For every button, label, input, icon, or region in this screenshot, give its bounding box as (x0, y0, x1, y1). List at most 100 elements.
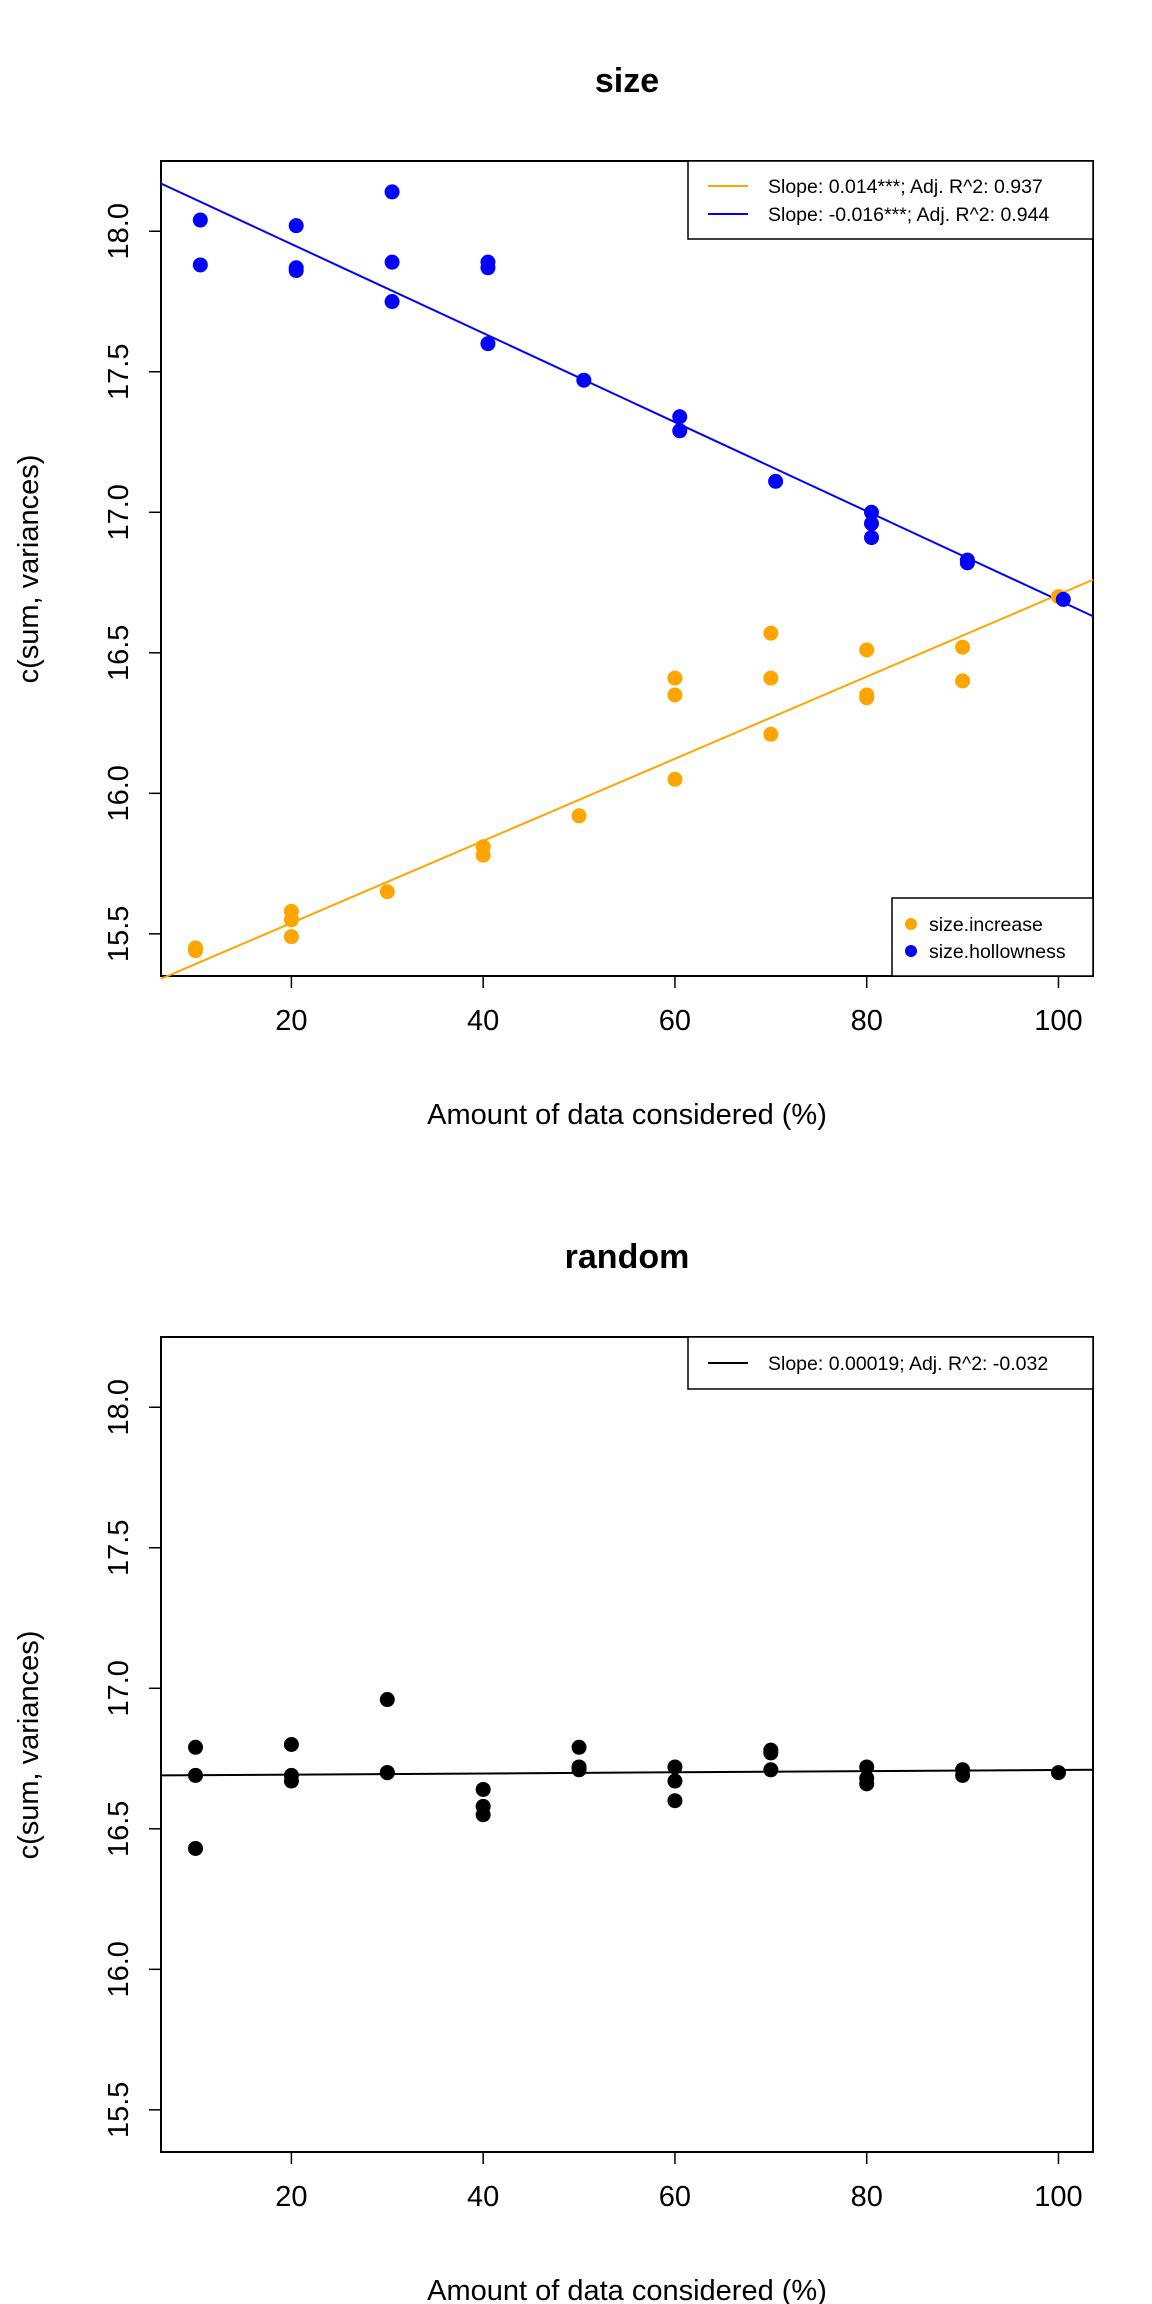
data-point (571, 1739, 587, 1755)
data-point (955, 673, 971, 689)
data-point (379, 1765, 395, 1781)
data-point (379, 884, 395, 900)
regression-lines (160, 182, 1094, 980)
data-point (1055, 591, 1071, 607)
data-point (188, 943, 204, 959)
y-tick-label: 16.0 (103, 1941, 135, 1997)
data-point (283, 912, 299, 928)
data-point (288, 263, 304, 279)
data-point (475, 1807, 491, 1823)
data-point (283, 929, 299, 945)
data-points (188, 1692, 1066, 1856)
x-tick-label: 80 (851, 2181, 883, 2213)
data-point (763, 1745, 779, 1761)
data-point (763, 670, 779, 686)
y-tick-label: 18.0 (103, 203, 135, 259)
data-point (763, 625, 779, 641)
data-points (188, 184, 1071, 959)
data-point (384, 294, 400, 310)
data-point (864, 516, 880, 532)
data-point (859, 1776, 875, 1792)
regression-line-series-0 (160, 578, 1094, 980)
legend-marker-increase (905, 918, 917, 930)
x-tick-label: 40 (467, 1005, 499, 1037)
data-point (859, 1759, 875, 1775)
regression-line-series-0 (160, 1768, 1094, 1777)
lines-legend-box (687, 160, 1094, 240)
y-tick-label: 18.0 (103, 1379, 135, 1435)
data-point (672, 409, 688, 425)
regression-line-series-1 (160, 182, 1094, 618)
x-tick-label: 20 (275, 2181, 307, 2213)
data-point (959, 555, 975, 571)
data-point (571, 808, 587, 824)
x-tick-label: 40 (467, 2181, 499, 2213)
y-tick-label: 17.0 (103, 1660, 135, 1716)
data-point (672, 423, 688, 439)
data-point (384, 254, 400, 270)
x-tick-label: 100 (1034, 2181, 1082, 2213)
legend-label-random: Slope: 0.00019; Adj. R^2: -0.032 (768, 1353, 1048, 1375)
lines-legend-box (687, 1336, 1094, 1390)
x-tick-label: 20 (275, 1005, 307, 1037)
y-tick-label: 16.5 (103, 1801, 135, 1857)
chart-title: size (595, 62, 659, 100)
plot-frame (160, 1336, 1094, 2153)
data-point (955, 639, 971, 655)
data-point (192, 257, 208, 273)
y-axis-title: c(sum, variances) (13, 1631, 45, 1860)
lines-legend: Slope: 0.00019; Adj. R^2: -0.032 (687, 1336, 1094, 1390)
data-point (379, 1692, 395, 1708)
data-point (768, 473, 784, 489)
y-tick-label: 16.5 (103, 625, 135, 681)
y-axis: 15.5 16.0 16.5 17.0 17.5 18.0 (103, 1379, 161, 2138)
data-point (480, 260, 496, 276)
x-axis: 20 40 60 80 100 (275, 976, 1083, 1037)
chart-title: random (565, 1238, 690, 1276)
data-point (283, 1737, 299, 1752)
data-point (667, 1793, 683, 1809)
x-tick-label: 80 (851, 1005, 883, 1037)
data-point (763, 1762, 779, 1778)
data-point (1050, 1765, 1066, 1781)
chart-panel-random: random 20 40 60 80 100 15.516.016.517.017.51… (13, 1238, 1094, 2304)
y-axis-title: c(sum, variances) (13, 455, 45, 684)
legend-series-increase: size.increase (929, 914, 1043, 936)
x-tick-label: 100 (1034, 1005, 1082, 1037)
data-point (576, 372, 592, 388)
y-tick-label: 15.5 (103, 906, 135, 962)
data-point (384, 184, 400, 200)
data-point (188, 1840, 204, 1856)
plot-frame (160, 160, 1094, 977)
data-point (667, 670, 683, 686)
data-point (192, 212, 208, 228)
legend-label-hollowness: Slope: -0.016***; Adj. R^2: 0.944 (768, 204, 1049, 226)
lines-legend: Slope: 0.014***; Adj. R^2: 0.937 Slope: … (687, 160, 1094, 240)
data-point (571, 1762, 587, 1778)
chart-panel-size: size 20 40 60 80 100 15.5 16.0 16.5 17.0 17.5 18.… (13, 62, 1094, 1131)
data-point (864, 504, 880, 520)
x-tick-label: 60 (659, 1005, 691, 1037)
x-axis: 20 40 60 80 100 (275, 2152, 1083, 2213)
legend-label-increase: Slope: 0.014***; Adj. R^2: 0.937 (768, 176, 1043, 198)
data-point (667, 771, 683, 787)
data-point (188, 1739, 204, 1755)
points-legend: size.increase size.hollowness (891, 897, 1094, 977)
data-point (667, 1773, 683, 1789)
data-point (763, 726, 779, 742)
y-tick-label: 17.0 (103, 484, 135, 540)
y-tick-label: 17.5 (103, 344, 135, 400)
data-point (475, 847, 491, 863)
x-axis-title: Amount of data considered (%) (427, 1099, 827, 1131)
x-axis-title: Amount of data considered (%) (427, 2275, 827, 2304)
y-axis: 15.5 16.0 16.5 17.0 17.5 18.0 (103, 203, 161, 962)
data-point (955, 1767, 971, 1783)
data-point (288, 218, 304, 234)
data-point (859, 642, 875, 658)
data-point (859, 690, 875, 706)
regression-lines (160, 1768, 1094, 1777)
data-point (667, 1759, 683, 1775)
y-tick-label: 15.5 (103, 2082, 135, 2138)
data-point (864, 530, 880, 546)
